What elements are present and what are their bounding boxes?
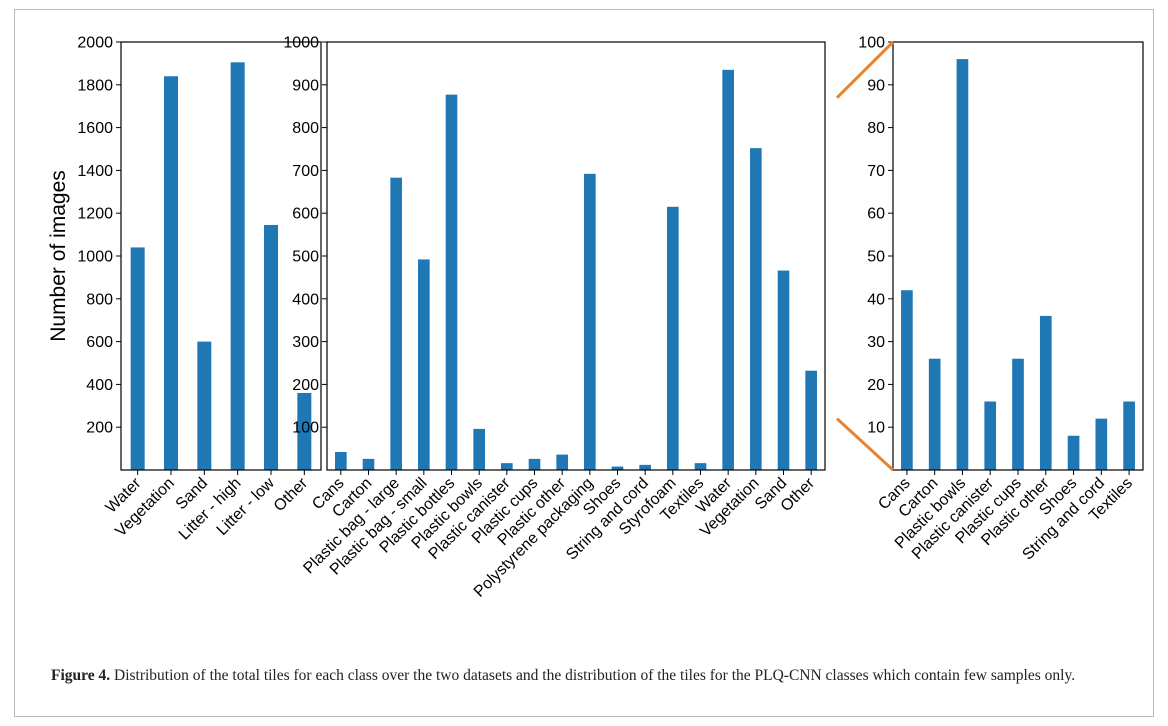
bar-plastic-canister — [501, 463, 513, 470]
y-axis-label: Number of images — [47, 170, 70, 342]
bar-water — [722, 69, 734, 470]
bar-sand — [777, 270, 790, 470]
chart-scene-classes: 200400600800100012001400160018002000Wate… — [47, 35, 322, 543]
y-tick-label: 40 — [867, 291, 885, 308]
y-tick-label: 600 — [86, 334, 113, 351]
y-tick-label: 100 — [292, 420, 319, 437]
break-line-top — [835, 40, 895, 99]
y-tick-label: 1000 — [283, 35, 319, 52]
y-tick-label: 70 — [867, 163, 885, 180]
y-tick-label: 200 — [86, 420, 113, 437]
bar-plastic-cups — [528, 458, 541, 470]
bar-plastic-bag-small — [418, 259, 430, 470]
caption-text: Distribution of the total tiles for each… — [110, 667, 1076, 684]
y-tick-label: 800 — [292, 120, 319, 137]
bar-shoes — [1067, 435, 1080, 470]
break-line-bottom — [835, 417, 895, 472]
bar-litter-high — [230, 62, 245, 471]
bar-cans — [335, 452, 347, 470]
figure-frame: 200 400 600 800 1000 1200 1400 1600 1800 2000 Wate… — [14, 9, 1154, 717]
bar-polystyrene-packaging — [584, 173, 596, 470]
bar-string-and-cord — [1095, 418, 1108, 470]
bar-textiles — [694, 463, 707, 470]
bar-sand — [197, 341, 212, 470]
y-tick-label: 200 — [292, 377, 319, 394]
bar-cans — [901, 290, 913, 470]
y-tick-label: 800 — [86, 291, 113, 308]
y-tick-label: 400 — [86, 377, 113, 394]
bar-plastic-canister — [984, 401, 997, 470]
bar-textiles — [1123, 401, 1135, 470]
bar-plastic-other — [556, 454, 568, 470]
figure-caption: Figure 4. Distribution of the total tile… — [51, 665, 1141, 687]
bar-other — [297, 392, 312, 470]
y-tick-label: 1000 — [77, 249, 113, 266]
y-tick-label: 10 — [867, 420, 885, 437]
bar-plastic-other — [1039, 315, 1052, 470]
bar-other — [805, 370, 817, 470]
bar-plastic-bowls — [956, 59, 969, 471]
caption-label: Figure 4. — [51, 667, 111, 684]
x-tick-label-other: Other — [271, 474, 312, 515]
figure-canvas: 200400600800100012001400160018002000Wate… — [47, 35, 1144, 601]
y-tick-label: 50 — [867, 249, 885, 266]
y-tick-label: 30 — [867, 334, 885, 351]
bar-litter-low — [264, 224, 278, 470]
y-tick-label: 60 — [867, 206, 885, 223]
y-tick-label: 1200 — [77, 206, 113, 223]
bar-plastic-bag-large — [390, 177, 402, 470]
y-tick-label: 1600 — [77, 120, 113, 137]
y-tick-label: 300 — [292, 334, 319, 351]
y-tick-label: 80 — [867, 120, 885, 137]
plot-area-frame — [120, 41, 322, 471]
bar-plastic-cups — [1012, 358, 1024, 470]
y-tick-label: 500 — [292, 249, 319, 266]
chart-all-classes: 1002003004005006007008009001000CansCarto… — [283, 35, 826, 601]
bar-vegetation — [750, 148, 762, 471]
y-tick-label: 90 — [867, 77, 885, 94]
bar-vegetation — [164, 76, 178, 471]
y-tick-label: 400 — [292, 291, 319, 308]
y-tick-label: 100 — [858, 35, 885, 52]
bar-carton — [362, 458, 375, 470]
y-tick-label: 20 — [867, 377, 885, 394]
y-tick-label: 1400 — [77, 163, 113, 180]
y-tick-label: 700 — [292, 163, 319, 180]
axis-break-connector — [835, 40, 895, 472]
y-tick-label: 1800 — [77, 77, 113, 94]
y-tick-label: 900 — [292, 77, 319, 94]
bar-styrofoam — [667, 206, 679, 470]
bar-water — [130, 247, 145, 470]
bar-string-and-cord — [639, 464, 651, 470]
bar-plastic-bowls — [473, 428, 485, 470]
bar-shoes — [611, 466, 624, 470]
y-tick-label: 2000 — [77, 35, 113, 52]
y-tick-label: 600 — [292, 206, 319, 223]
bar-carton — [928, 358, 941, 470]
bar-plastic-bottles — [445, 94, 458, 471]
